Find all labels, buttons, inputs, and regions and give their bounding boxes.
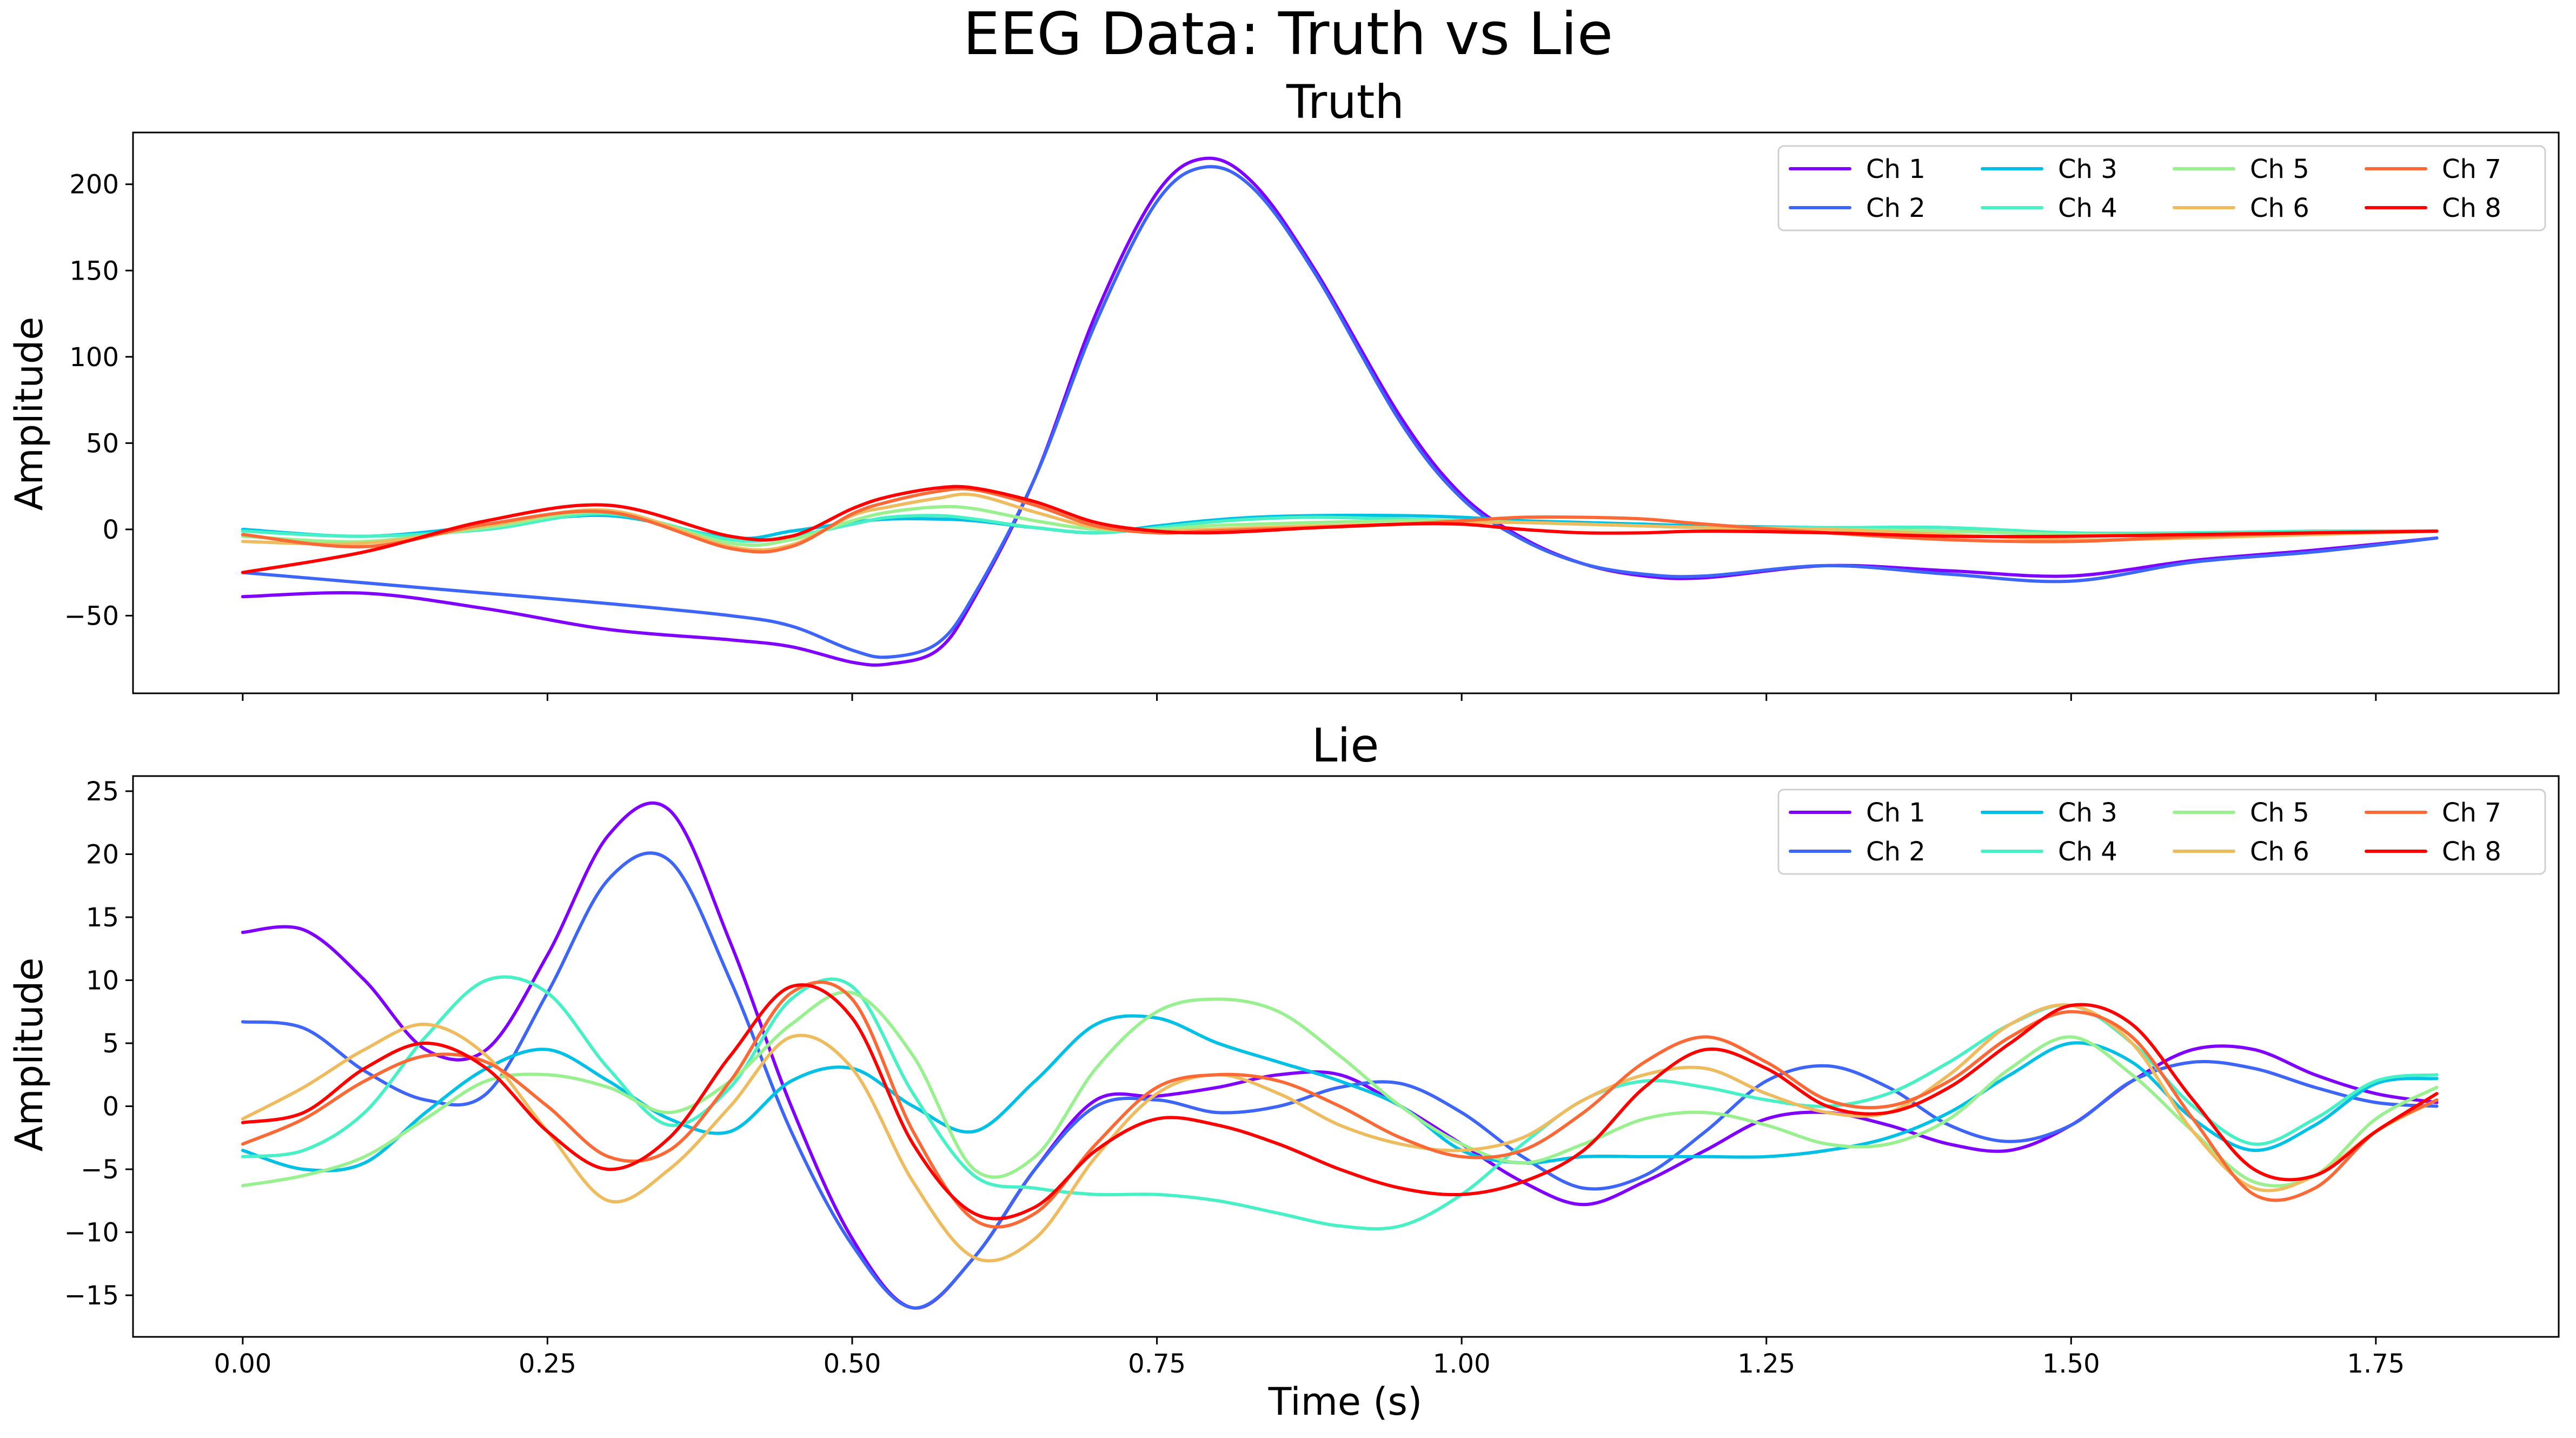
lie-y-tick-label: −10	[64, 1218, 119, 1248]
lie-legend-label-ch-1: Ch 1	[1866, 798, 1926, 828]
lie-legend-label-ch-4: Ch 4	[2058, 837, 2117, 867]
truth-legend-box	[1777, 145, 2546, 231]
truth-legend-label-ch-6: Ch 6	[2250, 193, 2309, 223]
lie-legend-label-ch-3: Ch 3	[2058, 798, 2117, 828]
lie-x-tick-label: 1.50	[2042, 1349, 2100, 1379]
lie-series-ch-8	[241, 983, 2439, 1221]
lie-series-ch-5	[241, 990, 2439, 1188]
lie-y-tick-label: −15	[64, 1281, 119, 1311]
lie-x-tick-label: 1.75	[2347, 1349, 2405, 1379]
truth-y-tick-label: −50	[64, 601, 119, 631]
truth-legend-label-ch-7: Ch 7	[2442, 154, 2501, 184]
lie-x-tick-label: 1.25	[1737, 1349, 1795, 1379]
lie-legend-box	[1777, 788, 2546, 875]
lie-series-ch-3	[241, 1014, 2439, 1172]
lie-y-tick-label: 25	[86, 777, 119, 807]
lie-tick-layer: 0.00 0.25 0.50 0.75 1.00 1.25 1.50 1.75 −15 −10 −5…	[64, 777, 2405, 1379]
lie-panel-title: Lie	[1312, 719, 1379, 773]
lie-x-tick-label: 1.00	[1433, 1349, 1491, 1379]
lie-x-tick-label: 0.00	[214, 1349, 271, 1379]
truth-legend-label-ch-2: Ch 2	[1866, 193, 1926, 223]
truth-plot-frame	[132, 131, 2560, 694]
truth-series-ch-2	[241, 165, 2439, 659]
truth-legend-label-ch-8: Ch 8	[2442, 193, 2501, 223]
lie-x-axis-label: Time (s)	[1268, 1380, 1423, 1424]
lie-legend-label-ch-2: Ch 2	[1866, 837, 1926, 867]
lie-y-tick-label: 0	[102, 1092, 119, 1122]
truth-legend-label-ch-4: Ch 4	[2058, 193, 2117, 223]
lie-y-tick-label: 20	[86, 839, 119, 870]
lie-legend-label-ch-6: Ch 6	[2250, 837, 2309, 867]
truth-tick-layer: −50 0 50 100 150 200	[64, 170, 2377, 701]
truth-legend-label-ch-5: Ch 5	[2250, 154, 2309, 184]
lie-series-ch-2	[241, 851, 2439, 1310]
truth-y-tick-label: 100	[69, 342, 119, 373]
lie-panel: Lie Amplitude 0.00 0.25 0.50 0.75 1.00 1.25 1.…	[7, 719, 2560, 1424]
truth-series-ch-1	[241, 156, 2439, 667]
truth-y-tick-label: 0	[102, 515, 119, 545]
lie-y-axis-label: Amplitude	[7, 958, 51, 1152]
lie-legend-label-ch-7: Ch 7	[2442, 798, 2501, 828]
truth-series-ch-8	[241, 485, 2439, 574]
truth-y-tick-label: 50	[86, 428, 119, 459]
truth-legend: Ch 1 Ch 2 Ch 3 Ch 4 Ch 5 Ch 6 Ch 7 Ch 8	[1777, 145, 2546, 231]
lie-series-ch-7	[241, 980, 2439, 1229]
figure-title: EEG Data: Truth vs Lie	[963, 1, 1613, 68]
truth-series-ch-5	[241, 505, 2439, 547]
truth-y-axis-label: Amplitude	[7, 317, 51, 511]
truth-y-tick-label: 150	[69, 256, 119, 286]
lie-y-tick-label: −5	[81, 1155, 119, 1185]
lie-x-tick-label: 0.75	[1128, 1349, 1186, 1379]
truth-panel-title: Truth	[1286, 75, 1404, 129]
lie-series-ch-4	[241, 975, 2439, 1231]
lie-series-layer	[241, 801, 2439, 1310]
lie-y-tick-label: 15	[86, 903, 119, 933]
lie-legend: Ch 1 Ch 2 Ch 3 Ch 4 Ch 5 Ch 6 Ch 7 Ch 8	[1777, 788, 2546, 875]
truth-legend-label-ch-1: Ch 1	[1866, 154, 1926, 184]
lie-series-ch-6	[241, 1003, 2439, 1263]
lie-series-ch-1	[241, 801, 2439, 1310]
lie-x-tick-label: 0.25	[519, 1349, 576, 1379]
lie-legend-label-ch-5: Ch 5	[2250, 798, 2309, 828]
truth-y-tick-label: 200	[69, 170, 119, 200]
lie-legend-label-ch-8: Ch 8	[2442, 837, 2501, 867]
lie-y-tick-label: 5	[102, 1029, 119, 1059]
truth-series-ch-4	[241, 512, 2439, 543]
lie-y-tick-label: 10	[86, 966, 119, 996]
truth-panel: Truth Amplitude −50 0 50 100 150 200 Ch 1 Ch 2…	[7, 75, 2560, 701]
lie-plot-frame	[132, 775, 2560, 1338]
truth-series-ch-7	[241, 487, 2439, 554]
truth-legend-label-ch-3: Ch 3	[2058, 154, 2117, 184]
truth-series-layer	[241, 156, 2439, 667]
lie-x-tick-label: 0.50	[824, 1349, 881, 1379]
